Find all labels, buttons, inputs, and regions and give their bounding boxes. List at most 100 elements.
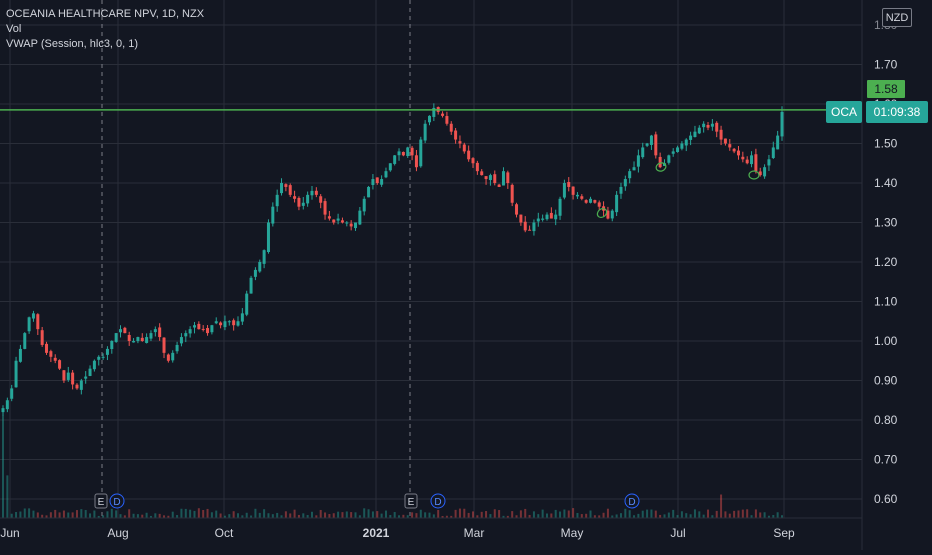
dividend-marker-label: D bbox=[434, 497, 441, 508]
candle-body bbox=[210, 325, 214, 333]
volume-bar bbox=[641, 510, 644, 518]
candle-body bbox=[758, 171, 762, 176]
candle-body bbox=[384, 171, 388, 178]
candle-body bbox=[14, 360, 18, 388]
candle-body bbox=[449, 123, 453, 132]
candle-body bbox=[49, 351, 53, 357]
volume-bar bbox=[715, 510, 718, 518]
volume-bar bbox=[707, 509, 710, 518]
y-tick-label: 0.60 bbox=[874, 492, 898, 506]
volume-bar bbox=[241, 515, 244, 518]
y-tick-label: 1.10 bbox=[874, 295, 898, 309]
volume-bar bbox=[585, 513, 588, 518]
currency-button[interactable]: NZD bbox=[882, 8, 912, 27]
x-tick-label: Jul bbox=[670, 526, 685, 540]
volume-bar bbox=[476, 515, 479, 518]
candle-body bbox=[271, 206, 275, 224]
volume-bar bbox=[32, 510, 35, 518]
volume-bar bbox=[741, 509, 744, 518]
candle-body bbox=[754, 154, 758, 172]
candle-body bbox=[671, 151, 675, 154]
candle-body bbox=[462, 144, 466, 152]
volume-bar bbox=[67, 512, 70, 518]
volume-bar bbox=[115, 510, 118, 518]
volume-bar bbox=[180, 508, 183, 518]
candle-body bbox=[288, 185, 292, 195]
candle-body bbox=[545, 214, 549, 220]
volume-bar bbox=[728, 513, 731, 518]
volume-bar bbox=[297, 514, 300, 518]
candle-body bbox=[741, 156, 745, 160]
volume-bar bbox=[119, 514, 122, 518]
volume-bar bbox=[197, 508, 200, 518]
x-tick-label: Oct bbox=[215, 526, 234, 540]
candle-body bbox=[562, 183, 566, 198]
candle-body bbox=[266, 222, 270, 253]
candle-body bbox=[706, 124, 710, 128]
candle-body bbox=[667, 155, 671, 163]
candle-body bbox=[262, 250, 266, 264]
volume-bar bbox=[158, 513, 161, 518]
candle-body bbox=[419, 139, 423, 167]
candle-layer bbox=[1, 103, 784, 416]
volume-bar bbox=[624, 508, 627, 518]
earnings-marker-label: E bbox=[408, 497, 415, 508]
candle-body bbox=[689, 135, 693, 140]
volume-bar bbox=[315, 515, 318, 518]
volume-bar bbox=[754, 509, 757, 518]
volume-bar bbox=[62, 510, 65, 518]
volume-bar bbox=[284, 511, 287, 518]
y-tick-label: 0.70 bbox=[874, 453, 898, 467]
candle-body bbox=[606, 210, 610, 219]
candle-body bbox=[145, 337, 149, 343]
volume-bar bbox=[363, 508, 366, 518]
candle-body bbox=[515, 204, 519, 215]
volume-bar bbox=[28, 508, 31, 518]
candle-body bbox=[71, 372, 75, 385]
volume-bar bbox=[84, 510, 87, 518]
candle-body bbox=[45, 343, 49, 353]
candle-body bbox=[710, 123, 714, 127]
volume-bar bbox=[219, 513, 222, 518]
dividend-marker-label: D bbox=[113, 497, 120, 508]
volume-bar bbox=[437, 509, 440, 518]
candle-body bbox=[97, 356, 101, 360]
volume-bar bbox=[689, 514, 692, 518]
y-tick-label: 1.40 bbox=[874, 176, 898, 190]
volume-bar bbox=[772, 515, 775, 518]
volume-bar bbox=[393, 512, 396, 518]
volume-bar bbox=[676, 515, 679, 518]
volume-bar bbox=[106, 511, 109, 518]
volume-bar bbox=[480, 511, 483, 518]
axis-layer: 1.801.701.601.501.401.301.201.101.000.90… bbox=[0, 0, 898, 550]
candle-body bbox=[306, 194, 310, 204]
volume-bar bbox=[458, 508, 461, 518]
volume-bar bbox=[720, 494, 723, 518]
candle-body bbox=[423, 123, 427, 141]
volume-bar bbox=[763, 512, 766, 518]
candle-body bbox=[501, 171, 505, 186]
x-tick-label: May bbox=[561, 526, 584, 540]
candle-body bbox=[776, 135, 780, 150]
candle-body bbox=[771, 147, 775, 158]
candle-body bbox=[1, 408, 5, 413]
candle-body bbox=[362, 198, 366, 212]
volume-bar bbox=[302, 513, 305, 518]
volume-bar bbox=[541, 509, 544, 518]
candle-body bbox=[114, 333, 118, 342]
candle-body bbox=[693, 131, 697, 137]
candle-body bbox=[79, 380, 83, 390]
volume-bar bbox=[593, 515, 596, 518]
candle-body bbox=[123, 327, 127, 334]
volume-bar bbox=[389, 515, 392, 518]
candle-body bbox=[641, 147, 645, 158]
candle-body bbox=[567, 182, 571, 187]
candle-body bbox=[253, 269, 257, 277]
volume-bar bbox=[232, 511, 235, 518]
candle-body bbox=[480, 171, 484, 176]
x-tick-label: Mar bbox=[464, 526, 485, 540]
candle-body bbox=[780, 111, 784, 137]
